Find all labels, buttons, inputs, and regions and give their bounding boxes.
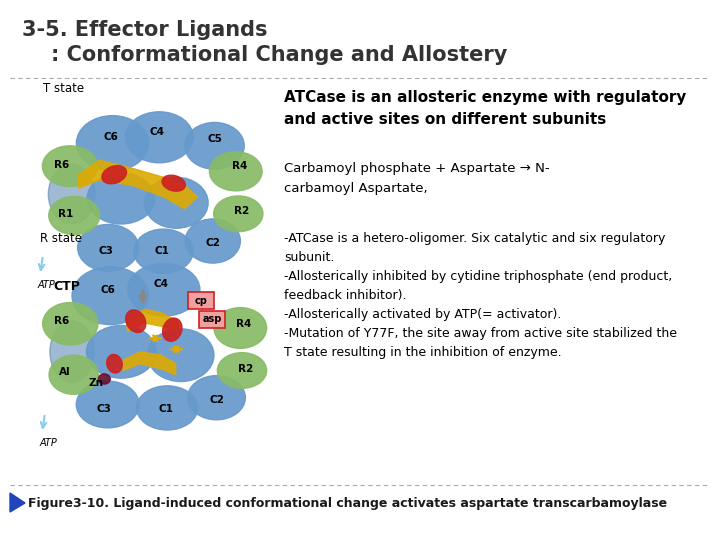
Text: R6: R6 [54, 316, 69, 326]
Text: asp: asp [202, 314, 222, 325]
Text: C3: C3 [97, 404, 112, 414]
Text: C6: C6 [104, 132, 118, 143]
Ellipse shape [48, 165, 95, 224]
Text: Carbamoyl phosphate + Aspartate → N-
carbamoyl Aspartate,: Carbamoyl phosphate + Aspartate → N- car… [284, 162, 550, 195]
Ellipse shape [125, 112, 193, 163]
Ellipse shape [185, 219, 240, 263]
Text: T state: T state [43, 82, 84, 95]
Text: ATCase is an allosteric enzyme with regulatory
and active sites on different sub: ATCase is an allosteric enzyme with regu… [284, 90, 687, 126]
FancyBboxPatch shape [199, 311, 225, 328]
Ellipse shape [76, 116, 148, 171]
FancyBboxPatch shape [189, 292, 214, 309]
Text: R4: R4 [236, 319, 251, 329]
Ellipse shape [137, 386, 198, 430]
Ellipse shape [78, 225, 139, 271]
Text: R2: R2 [234, 206, 249, 216]
Text: C4: C4 [154, 279, 168, 289]
Polygon shape [78, 160, 197, 208]
Text: : Conformational Change and Allostery: : Conformational Change and Allostery [22, 45, 508, 65]
Ellipse shape [217, 353, 266, 388]
Text: -ATCase is a hetero-oligomer. Six catalytic and six regulatory
subunit.
-Alloste: -ATCase is a hetero-oligomer. Six cataly… [284, 232, 678, 359]
Text: ATP: ATP [40, 438, 58, 448]
Ellipse shape [126, 310, 145, 333]
Text: R1: R1 [58, 209, 73, 219]
Text: R state: R state [40, 232, 82, 245]
Ellipse shape [214, 308, 266, 348]
Ellipse shape [42, 302, 98, 345]
Ellipse shape [107, 354, 122, 373]
Ellipse shape [163, 318, 182, 341]
Text: C6: C6 [100, 285, 115, 295]
Text: R6: R6 [54, 159, 69, 170]
Text: 3-5. Effector Ligands: 3-5. Effector Ligands [22, 20, 268, 40]
Ellipse shape [148, 329, 214, 382]
Text: R4: R4 [233, 161, 248, 171]
Text: C2: C2 [205, 238, 220, 248]
Text: R2: R2 [238, 364, 253, 374]
Ellipse shape [185, 123, 244, 169]
Ellipse shape [49, 197, 100, 234]
Ellipse shape [72, 267, 148, 325]
Text: C5: C5 [207, 134, 222, 144]
Ellipse shape [76, 381, 139, 428]
Ellipse shape [87, 173, 155, 224]
Ellipse shape [42, 146, 98, 187]
Text: C4: C4 [149, 127, 164, 137]
Ellipse shape [49, 355, 99, 394]
Ellipse shape [188, 376, 246, 420]
Text: CTP: CTP [53, 280, 80, 293]
Text: ATP: ATP [38, 280, 55, 290]
Polygon shape [10, 493, 25, 512]
Text: C1: C1 [158, 404, 173, 414]
Text: Figure3-10. Ligand-induced conformational change activates aspartate transcarbam: Figure3-10. Ligand-induced conformationa… [28, 496, 667, 510]
Text: C3: C3 [98, 246, 113, 256]
Ellipse shape [86, 326, 156, 378]
Ellipse shape [134, 229, 193, 273]
Ellipse shape [214, 196, 263, 232]
Polygon shape [123, 352, 176, 375]
Ellipse shape [50, 321, 94, 382]
Ellipse shape [145, 177, 208, 228]
Polygon shape [127, 309, 179, 332]
Ellipse shape [102, 166, 127, 184]
Text: Zn: Zn [89, 378, 103, 388]
Text: cp: cp [195, 296, 207, 306]
Ellipse shape [162, 175, 185, 191]
Ellipse shape [210, 152, 262, 191]
Text: Al: Al [59, 367, 71, 377]
Text: C2: C2 [209, 395, 224, 405]
Text: C1: C1 [154, 246, 169, 256]
Ellipse shape [127, 264, 200, 316]
Ellipse shape [99, 374, 110, 384]
